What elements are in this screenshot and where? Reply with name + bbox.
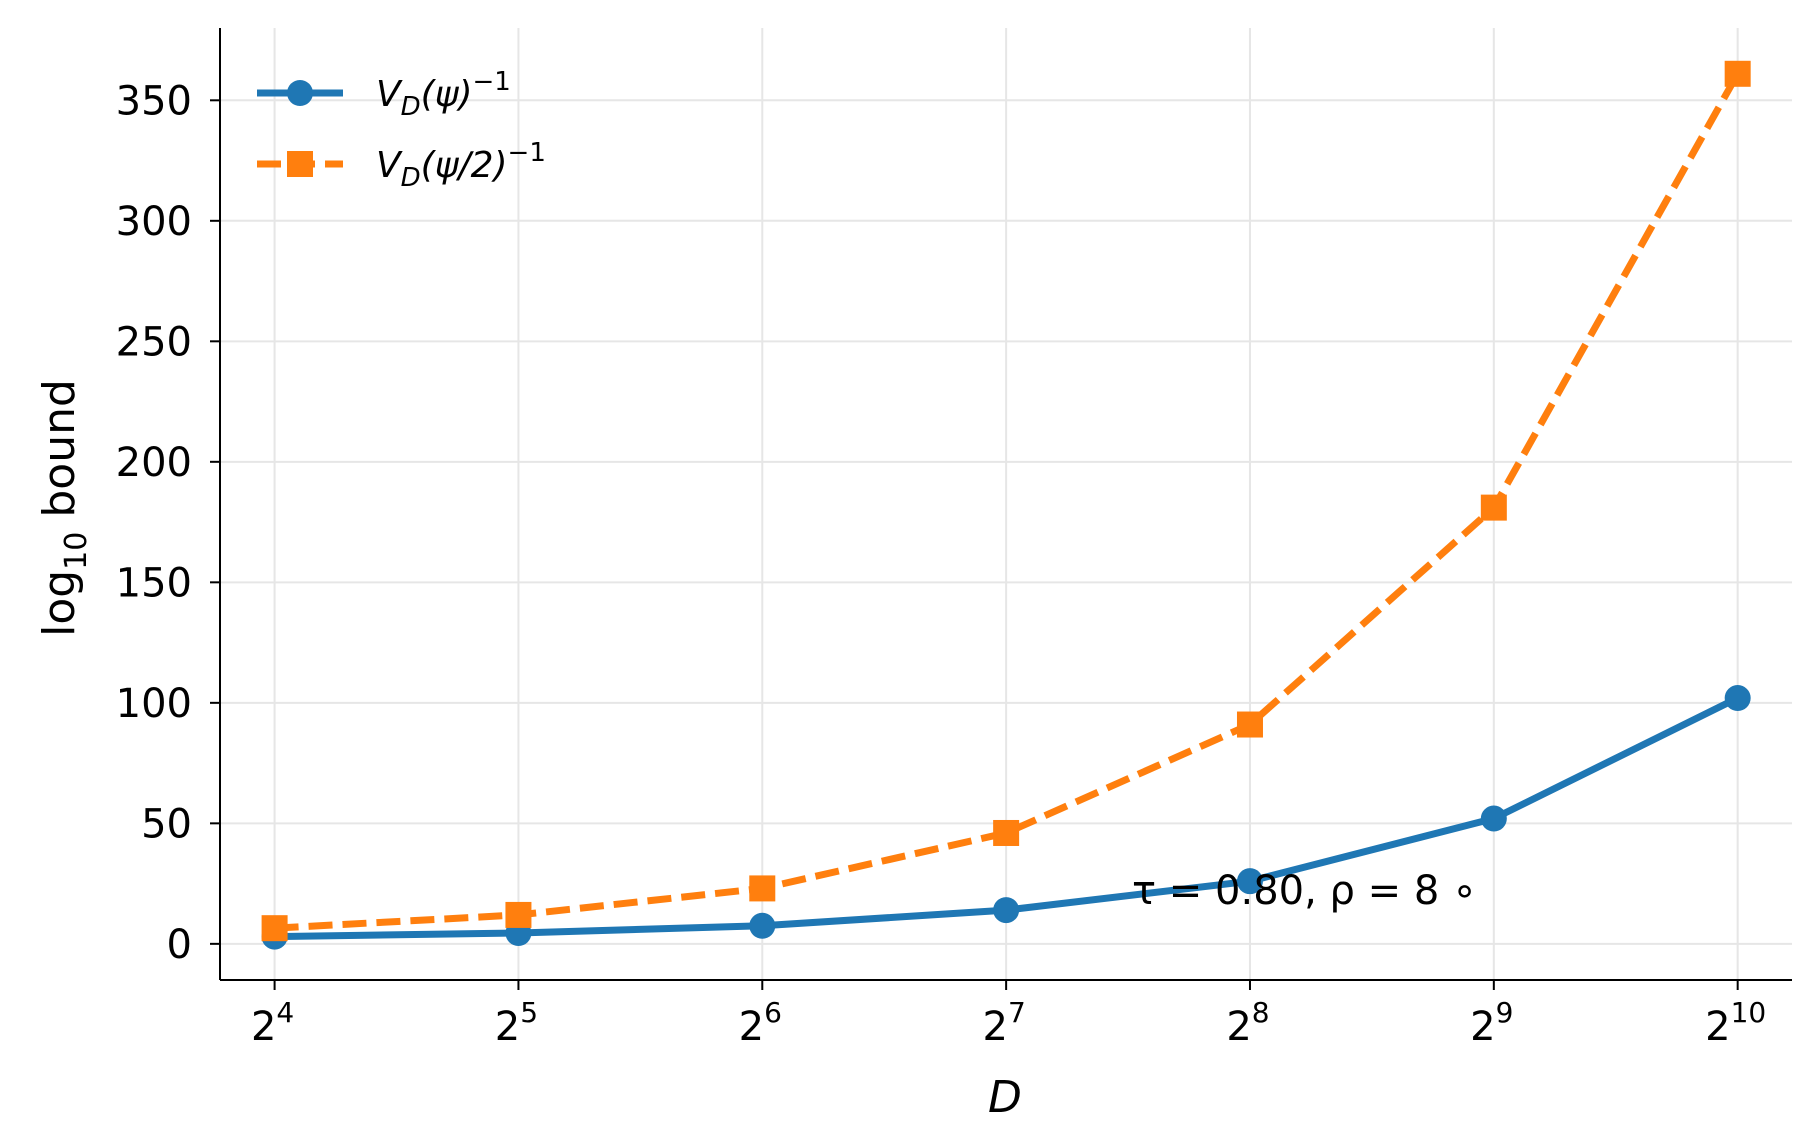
- x-ticks: 24 25 26 27 28 29 210: [251, 980, 1766, 1050]
- x-tick-label: 27: [982, 996, 1025, 1050]
- x-tick-label: 29: [1470, 996, 1513, 1050]
- x-tick-label: 28: [1226, 996, 1269, 1050]
- data-point-2: [505, 901, 532, 928]
- data-point-1: [749, 912, 776, 939]
- data-point-1: [1724, 685, 1751, 712]
- legend-marker-2: [287, 151, 313, 177]
- data-point-2: [1724, 60, 1751, 87]
- x-tick-label: 26: [739, 996, 782, 1050]
- data-point-2: [261, 915, 288, 942]
- y-tick-label: 0: [167, 922, 192, 968]
- y-tick-label: 100: [116, 681, 192, 727]
- y-tick-label: 150: [116, 560, 192, 606]
- data-point-1: [993, 897, 1020, 924]
- data-point-2: [749, 875, 776, 902]
- data-point-2: [993, 819, 1020, 846]
- series-layer: [261, 60, 1751, 950]
- y-axis-label-log: log: [34, 570, 85, 637]
- data-point-1: [1480, 805, 1507, 832]
- x-axis-label: D: [988, 1072, 1022, 1123]
- y-axis-label-rest: bound: [34, 379, 85, 532]
- annotation: τ = 0.80, ρ = 8 ∘: [1132, 868, 1477, 914]
- legend-marker-1: [287, 80, 313, 106]
- y-tick-label: 250: [116, 319, 192, 365]
- x-tick-label: 24: [251, 996, 294, 1050]
- legend-entry-1: VD(ψ)−1: [257, 67, 511, 122]
- y-ticks: 0 50 100 150 200 250 300 350: [116, 78, 220, 968]
- y-tick-label: 200: [116, 440, 192, 486]
- y-axis-label: log10 bound: [34, 379, 94, 637]
- legend: VD(ψ)−1 VD(ψ/2)−1: [257, 67, 546, 193]
- y-tick-label: 50: [141, 801, 192, 847]
- legend-label-1: VD(ψ)−1: [376, 67, 511, 122]
- legend-label-2: VD(ψ/2)−1: [376, 138, 546, 193]
- legend-entry-2: VD(ψ/2)−1: [257, 138, 546, 193]
- y-tick-label: 300: [116, 199, 192, 245]
- y-tick-label: 350: [116, 78, 192, 124]
- data-point-1: [1236, 868, 1263, 895]
- x-tick-label: 210: [1705, 996, 1766, 1050]
- data-point-2: [1236, 711, 1263, 738]
- data-point-2: [1480, 494, 1507, 521]
- x-tick-label: 25: [495, 996, 538, 1050]
- y-axis-label-sub: 10: [59, 532, 94, 570]
